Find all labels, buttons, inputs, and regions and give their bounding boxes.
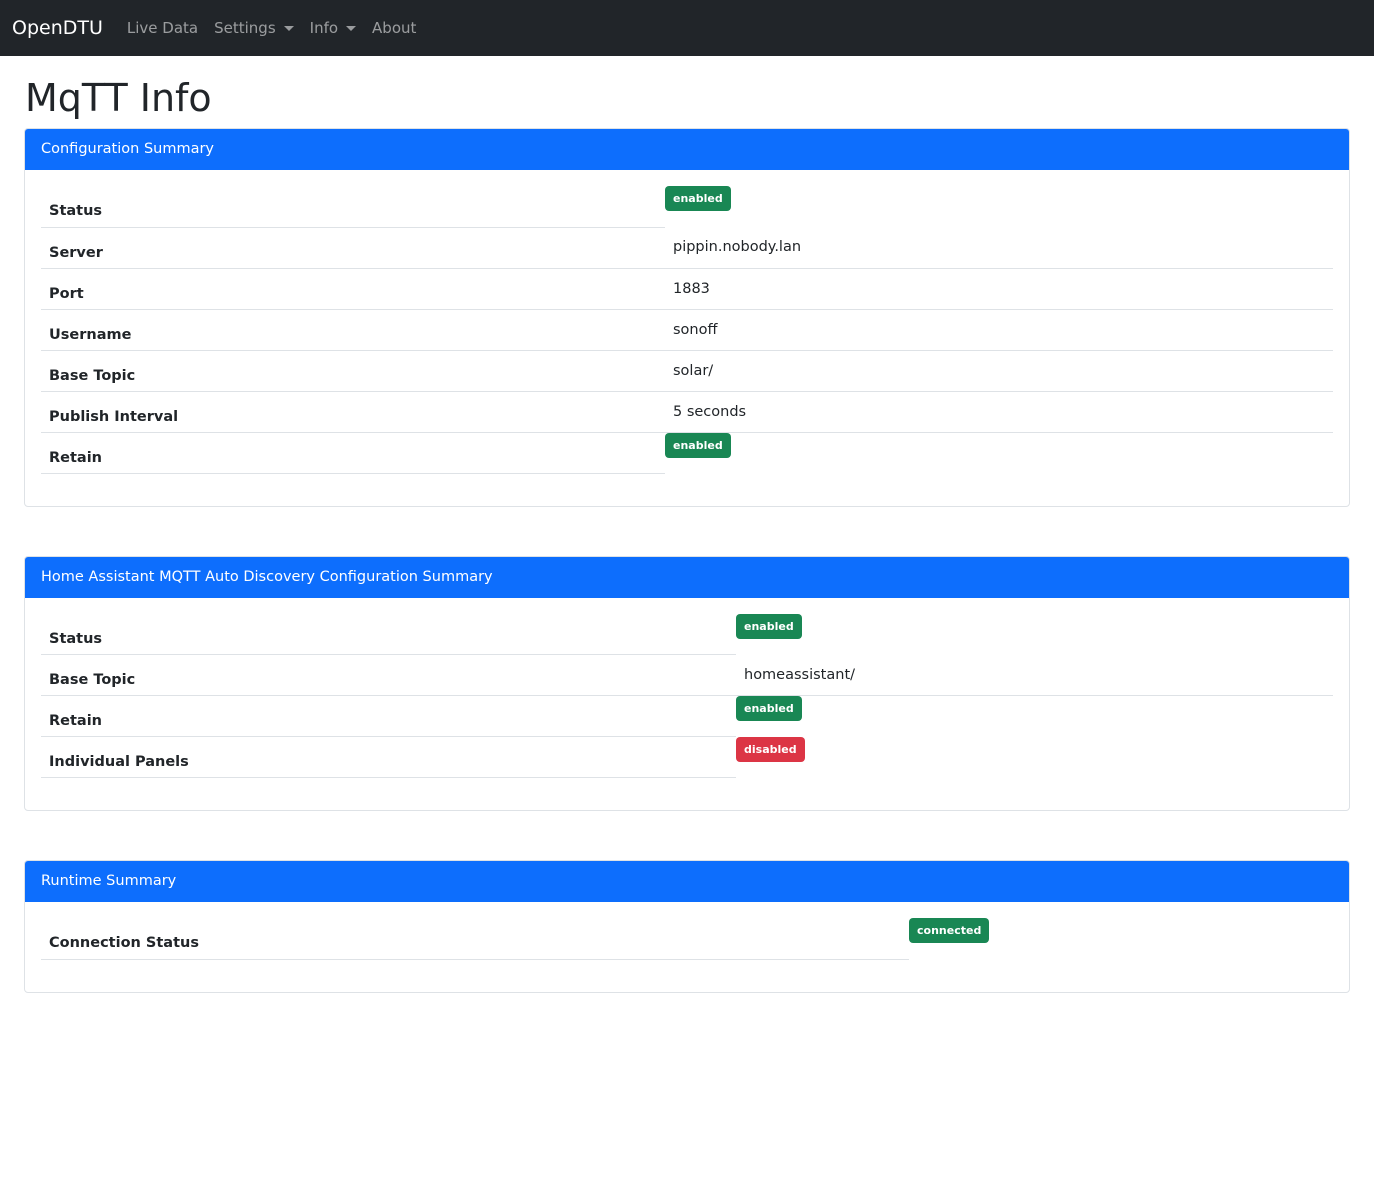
- row-value: solar/: [665, 350, 1333, 392]
- brand-link[interactable]: OpenDTU: [12, 17, 103, 39]
- row-label: Individual Panels: [41, 736, 736, 778]
- status-badge: disabled: [736, 736, 805, 762]
- page-title: MqTT Info: [25, 76, 212, 120]
- table-row: Username sonoff: [41, 309, 1333, 351]
- nav-live-data[interactable]: Live Data: [127, 19, 198, 37]
- table-row: Retain enabled: [41, 432, 1333, 474]
- caret-down-icon: [346, 25, 357, 31]
- summary-table: Status enabled Base Topic homeassistant/Ret…: [41, 613, 1333, 778]
- row-label: Connection Status: [41, 918, 909, 960]
- table-row: Status enabled: [41, 613, 1333, 655]
- nav-label: Live Data: [126, 19, 199, 37]
- summary-card: Home Assistant MQTT Auto Discovery Confi…: [24, 555, 1350, 811]
- navbar: OpenDTU Live Data Settings Info About: [0, 0, 1374, 56]
- row-value: pippin.nobody.lan: [665, 227, 1333, 269]
- status-badge: connected: [909, 918, 990, 943]
- table-row: Publish Interval 5 seconds: [41, 391, 1333, 433]
- table-row: Status enabled: [41, 186, 1333, 228]
- table-row: Base Topic solar/: [41, 350, 1333, 392]
- row-label: Retain: [41, 432, 665, 474]
- row-value: homeassistant/: [736, 654, 1333, 696]
- row-label: Port: [41, 268, 665, 310]
- table-row: Server pippin.nobody.lan: [41, 227, 1333, 269]
- summary-card: Configuration Summary Status enabled Server…: [24, 128, 1350, 507]
- table-row: Port 1883: [41, 268, 1333, 310]
- status-badge: enabled: [736, 696, 802, 721]
- table-row: Base Topic homeassistant/: [41, 654, 1333, 696]
- summary-table: Status enabled Server pippin.nobody.lan Port…: [41, 186, 1333, 474]
- nav-settings[interactable]: Settings: [214, 19, 294, 37]
- card-header: Configuration Summary: [25, 129, 1349, 170]
- nav-about[interactable]: About: [372, 19, 416, 37]
- nav-label: Info: [309, 19, 339, 37]
- row-value: 1883: [665, 268, 1333, 310]
- table-row: Retain enabled: [41, 695, 1333, 737]
- status-badge: enabled: [736, 613, 802, 639]
- table-row: Individual Panels disabled: [41, 736, 1333, 778]
- card-header: Runtime Summary: [25, 861, 1349, 902]
- summary-table: Connection Status connected: [41, 918, 1333, 960]
- caret-down-icon: [283, 25, 294, 31]
- table-row: Connection Status connected: [41, 918, 1333, 960]
- row-label: Server: [41, 227, 665, 269]
- card-header: Home Assistant MQTT Auto Discovery Confi…: [25, 556, 1349, 598]
- row-value: 5 seconds: [665, 391, 1333, 433]
- nav-label: About: [372, 19, 417, 37]
- row-value: sonoff: [665, 309, 1333, 351]
- status-badge: enabled: [665, 432, 731, 458]
- row-label: Retain: [41, 695, 736, 737]
- row-label: Publish Interval: [41, 391, 665, 433]
- nav-label: Settings: [214, 19, 276, 37]
- row-label: Base Topic: [41, 654, 736, 696]
- status-badge: enabled: [665, 186, 731, 211]
- row-label: Username: [41, 309, 665, 351]
- row-label: Status: [41, 613, 736, 655]
- row-label: Base Topic: [41, 350, 665, 392]
- summary-card: Runtime Summary Connection Status connecte…: [24, 860, 1350, 993]
- row-label: Status: [41, 186, 665, 228]
- nav-info[interactable]: Info: [309, 19, 357, 37]
